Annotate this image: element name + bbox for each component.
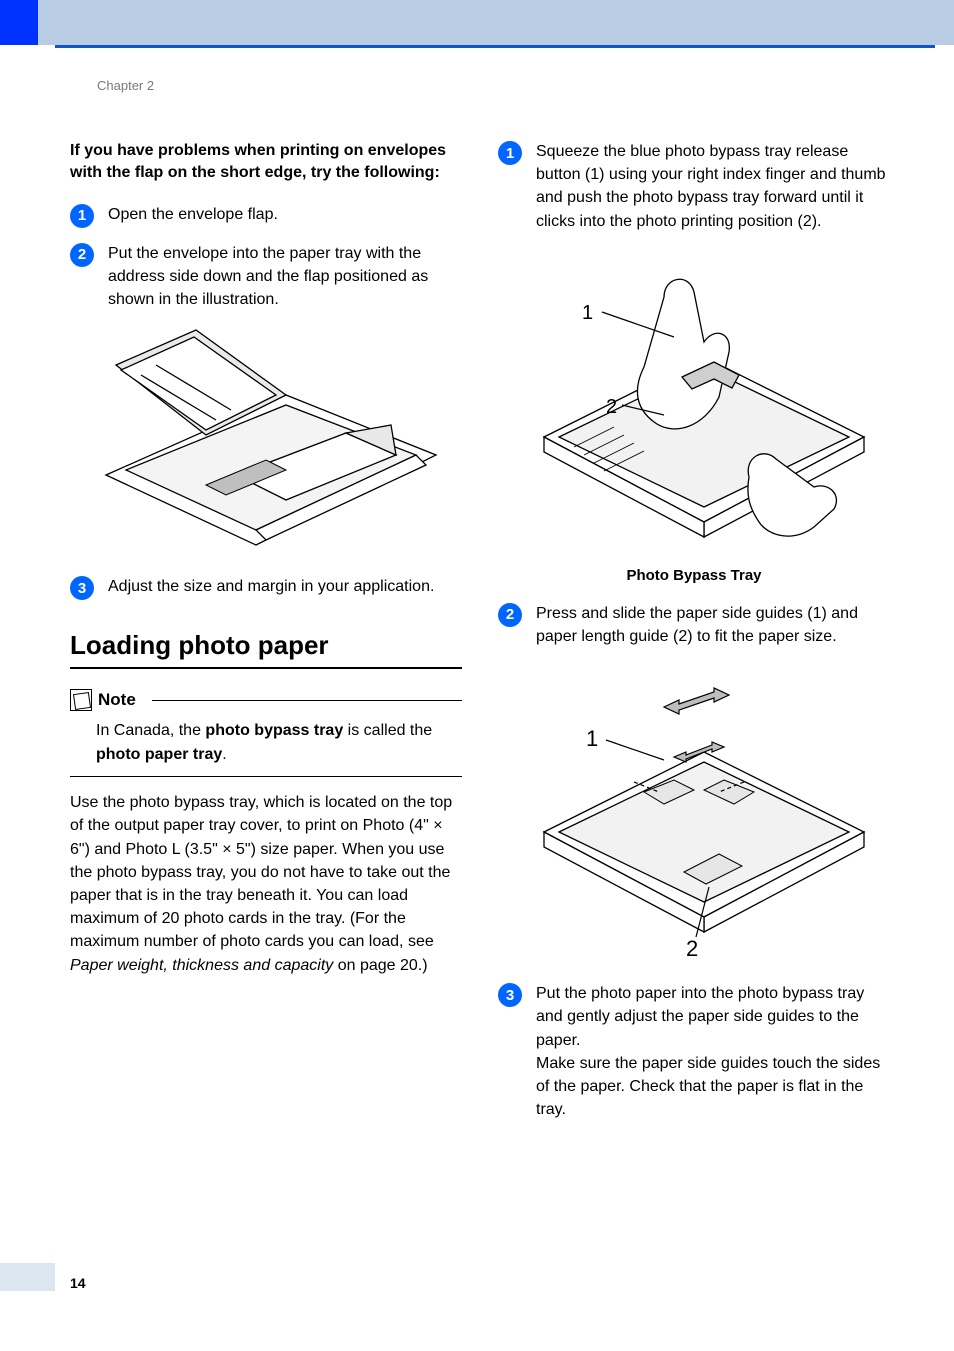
para-text: on page 20.)	[333, 957, 427, 974]
note-bold: photo paper tray	[96, 746, 222, 763]
step-bullet: 3	[498, 983, 522, 1007]
right-step-1: 1 Squeeze the blue photo bypass tray rel…	[498, 140, 890, 233]
page: Chapter 2 If you have problems when prin…	[0, 0, 954, 1351]
step-bullet: 2	[498, 603, 522, 627]
section-rule	[70, 667, 462, 669]
note-text: In Canada, the	[96, 722, 205, 739]
right-column: 1 Squeeze the blue photo bypass tray rel…	[498, 140, 890, 1135]
note-bold: photo bypass tray	[205, 722, 343, 739]
note-block: Note In Canada, the photo bypass tray is…	[70, 689, 462, 777]
callout-1: 1	[586, 726, 598, 751]
section-title: Loading photo paper	[70, 630, 462, 661]
para-text: Use the photo bypass tray, which is loca…	[70, 794, 452, 950]
photo-paragraph: Use the photo bypass tray, which is loca…	[70, 791, 462, 977]
left-step-2: 2 Put the envelope into the paper tray w…	[70, 242, 462, 312]
page-number: 14	[70, 1275, 86, 1291]
footer-tab	[0, 1263, 55, 1291]
left-step-1: 1 Open the envelope flap.	[70, 203, 462, 228]
callout-1: 1	[582, 302, 593, 324]
header-band	[0, 0, 954, 45]
header-rule	[55, 45, 935, 48]
right-step-2: 2 Press and slide the paper side guides …	[498, 602, 890, 648]
left-column: If you have problems when printing on en…	[70, 140, 462, 1135]
step-text: Put the envelope into the paper tray wit…	[108, 242, 462, 312]
note-rule	[152, 700, 462, 702]
para-italic: Paper weight, thickness and capacity	[70, 957, 333, 974]
callout-2: 2	[686, 936, 698, 961]
right-step-3: 3 Put the photo paper into the photo byp…	[498, 982, 890, 1121]
envelope-tray-illustration	[70, 325, 462, 555]
header-accent	[0, 0, 38, 45]
step-bullet: 1	[498, 141, 522, 165]
chapter-label: Chapter 2	[97, 78, 154, 93]
step-text: Press and slide the paper side guides (1…	[536, 602, 890, 648]
photo-bypass-illustration: 1 2	[498, 247, 890, 547]
callout-2: 2	[606, 396, 617, 418]
step-text: Adjust the size and margin in your appli…	[108, 575, 462, 600]
note-text: .	[222, 746, 226, 763]
note-body: In Canada, the photo bypass tray is call…	[70, 711, 462, 775]
step-bullet: 1	[70, 204, 94, 228]
step-text: Squeeze the blue photo bypass tray relea…	[536, 140, 890, 233]
envelope-intro: If you have problems when printing on en…	[70, 140, 462, 185]
step-text: Open the envelope flap.	[108, 203, 462, 228]
note-text: is called the	[343, 722, 432, 739]
paper-guides-illustration: 1 2	[498, 662, 890, 962]
step-text: Put the photo paper into the photo bypas…	[536, 982, 890, 1121]
step-bullet: 2	[70, 243, 94, 267]
note-header: Note	[70, 689, 462, 711]
note-icon	[70, 689, 92, 711]
step-bullet: 3	[70, 576, 94, 600]
content-columns: If you have problems when printing on en…	[70, 140, 890, 1135]
note-title: Note	[98, 690, 136, 710]
note-rule	[70, 776, 462, 778]
figure-caption: Photo Bypass Tray	[498, 567, 890, 584]
left-step-3: 3 Adjust the size and margin in your app…	[70, 575, 462, 600]
